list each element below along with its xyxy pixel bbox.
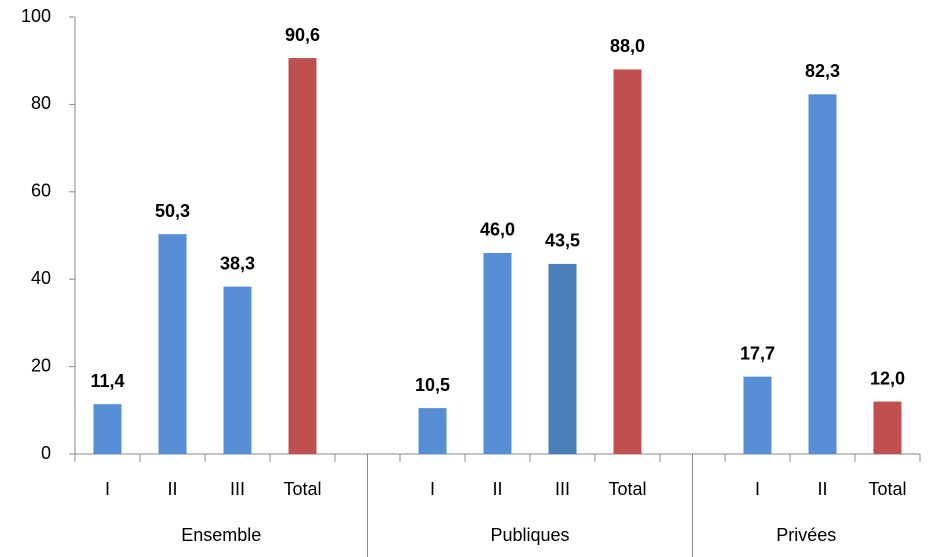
y-tick-label: 0 xyxy=(41,443,51,463)
bar xyxy=(613,69,642,454)
x-tick-label: II xyxy=(492,479,502,499)
value-label: 43,5 xyxy=(545,231,580,251)
y-tick-label: 60 xyxy=(31,181,51,201)
bar xyxy=(288,58,317,454)
value-label: 90,6 xyxy=(285,25,320,45)
bar xyxy=(483,252,512,454)
x-tick-label: I xyxy=(430,479,435,499)
x-tick-label: III xyxy=(230,479,245,499)
value-label: 38,3 xyxy=(220,253,255,273)
bar xyxy=(873,401,902,454)
y-tick-label: 20 xyxy=(31,355,51,375)
group-label: Ensemble xyxy=(181,525,261,545)
x-tick-label: Total xyxy=(608,479,646,499)
bar xyxy=(93,404,122,454)
bar xyxy=(548,263,577,454)
bar xyxy=(743,376,772,454)
value-label: 10,5 xyxy=(415,375,450,395)
y-tick-label: 80 xyxy=(31,93,51,113)
value-label: 11,4 xyxy=(90,371,124,391)
x-tick-label: I xyxy=(105,479,110,499)
group-label: Publiques xyxy=(490,525,569,545)
y-tick-label: 40 xyxy=(31,268,51,288)
value-label: 82,3 xyxy=(805,61,840,81)
x-tick-label: II xyxy=(817,479,827,499)
value-label: 12,0 xyxy=(870,368,905,388)
value-label: 50,3 xyxy=(155,201,190,221)
x-tick-label: III xyxy=(555,479,570,499)
bar xyxy=(418,408,447,454)
value-label: 46,0 xyxy=(480,220,515,240)
x-tick-label: Total xyxy=(868,479,906,499)
value-label: 17,7 xyxy=(740,343,775,363)
y-tick-label: 100 xyxy=(21,6,51,26)
value-label: 88,0 xyxy=(610,36,645,56)
x-tick-label: II xyxy=(167,479,177,499)
group-label: Privées xyxy=(776,525,836,545)
x-tick-label: I xyxy=(755,479,760,499)
bar xyxy=(223,286,252,454)
x-tick-label: Total xyxy=(283,479,321,499)
bar xyxy=(808,94,837,454)
bar xyxy=(158,234,187,454)
